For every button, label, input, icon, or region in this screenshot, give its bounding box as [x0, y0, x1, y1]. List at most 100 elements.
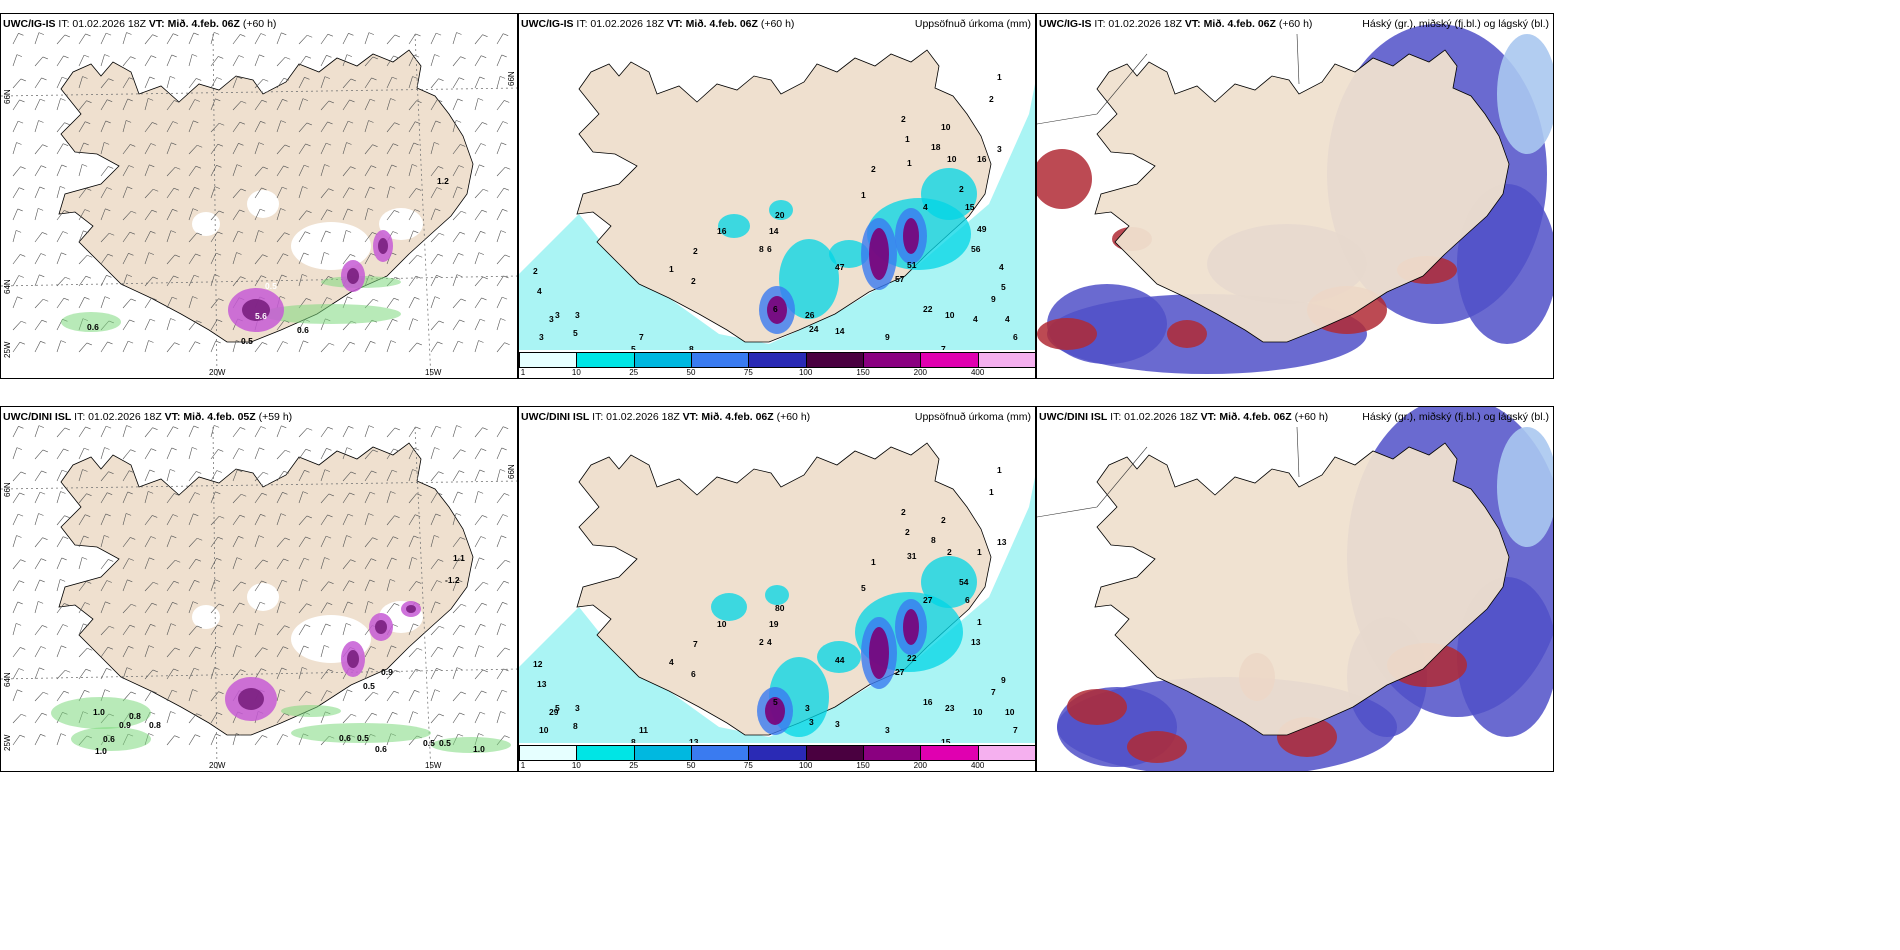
- wind-barb-flag: [19, 580, 25, 583]
- wind-barb: [12, 623, 17, 636]
- wind-barb-flag: [371, 470, 377, 474]
- wind-barb-flag: [392, 319, 398, 322]
- wind-barb: [276, 120, 282, 133]
- wind-barb: [408, 164, 413, 177]
- wind-barb-flag: [306, 691, 312, 694]
- wind-barb-flag: [239, 209, 245, 213]
- wind-barb-flag: [327, 602, 333, 605]
- wind-barb: [298, 186, 303, 199]
- wind-barb: [100, 535, 105, 548]
- wind-barb: [232, 581, 242, 592]
- wind-barb: [78, 142, 84, 155]
- wind-barb: [496, 580, 505, 592]
- wind-barb-flag: [413, 447, 420, 451]
- magenta-core: [347, 268, 359, 284]
- wind-barb: [12, 33, 19, 45]
- wind-barb-flag: [438, 166, 444, 169]
- wind-barb: [320, 164, 325, 177]
- panel-title: UWC/DINI ISL IT: 01.02.2026 18Z VT: Mið.…: [1039, 411, 1329, 423]
- wind-barb-flag: [152, 669, 158, 673]
- wind-barb-flag: [86, 100, 92, 103]
- wind-barb-flag: [175, 559, 181, 563]
- wind-barb: [408, 275, 417, 287]
- wind-barb-flag: [282, 492, 288, 495]
- wind-barb-flag: [129, 470, 135, 473]
- wind-barb-flag: [148, 733, 154, 736]
- wind-barb-flag: [108, 559, 114, 562]
- wind-barb: [210, 298, 219, 309]
- wind-barb-flag: [193, 274, 200, 278]
- wind-barb-flag: [301, 274, 308, 277]
- wind-barb: [276, 32, 282, 45]
- wind-barb-flag: [41, 165, 47, 168]
- wind-barb-flag: [61, 164, 67, 168]
- precip-value-label: 13: [997, 537, 1007, 547]
- wind-barb-flag: [127, 98, 133, 102]
- wind-barb: [364, 470, 372, 482]
- wind-barb-flag: [504, 493, 510, 496]
- wind-barb-flag: [38, 120, 44, 123]
- wind-barb: [364, 208, 369, 221]
- wind-barb-flag: [393, 55, 399, 59]
- wind-barb-flag: [39, 491, 46, 495]
- wind-barb-flag: [260, 514, 266, 517]
- wind-barb-flag: [148, 252, 155, 255]
- wind-barb-flag: [480, 143, 486, 146]
- wind-barb-flag: [395, 669, 401, 673]
- wind-barb-flag: [302, 98, 309, 101]
- wind-barb-flag: [18, 275, 24, 278]
- wind-barb-flag: [481, 690, 487, 694]
- wind-barb-flag: [303, 645, 309, 649]
- wind-barb-flag: [259, 208, 266, 212]
- wind-barb: [254, 472, 264, 482]
- green-shading: [51, 697, 151, 729]
- wind-barb-flag: [262, 342, 268, 345]
- wind-barb: [122, 624, 131, 636]
- wind-barb-flag: [17, 120, 24, 124]
- wind-barb: [364, 253, 372, 265]
- wind-barb: [364, 120, 369, 133]
- wind-barb: [254, 426, 262, 438]
- wind-barb: [386, 34, 396, 45]
- wind-barb: [386, 579, 391, 592]
- wind-barb-flag: [500, 711, 506, 714]
- wind-barb-flag: [437, 341, 443, 345]
- wind-barb-flag: [153, 581, 159, 585]
- wind-barb: [34, 625, 43, 636]
- wind-barb-flag: [415, 275, 421, 279]
- wind-panel-1: UWC/IG-IS IT: 01.02.2026 18Z VT: Mið. 4.…: [0, 13, 518, 379]
- wind-barb: [364, 601, 369, 614]
- wind-barb-flag: [368, 513, 374, 516]
- magenta-core: [406, 605, 416, 613]
- wind-barb: [78, 230, 84, 243]
- precip-area: [765, 585, 789, 605]
- wind-barb-flag: [347, 689, 353, 693]
- wind-barb-flag: [261, 275, 267, 278]
- wind-barb: [320, 230, 326, 243]
- wind-barb-flag: [258, 623, 264, 626]
- wind-barb: [386, 670, 396, 680]
- wind-barb-flag: [217, 712, 223, 715]
- wind-barb: [276, 689, 281, 702]
- wind-barb: [34, 537, 43, 548]
- precip-core: [869, 627, 889, 679]
- wind-barb: [320, 121, 328, 133]
- wind-barb: [34, 232, 43, 243]
- value-label: 0.8: [149, 720, 161, 730]
- wind-barb: [276, 558, 284, 570]
- precip-value-label: 9: [885, 332, 890, 342]
- precip-value-label: 2: [693, 246, 698, 256]
- wind-barb: [452, 340, 459, 353]
- wind-barb: [496, 426, 504, 438]
- wind-barb: [34, 601, 39, 614]
- wind-barb-flag: [173, 33, 179, 36]
- wind-barb-flag: [414, 690, 420, 693]
- wind-barb-flag: [106, 668, 112, 671]
- wind-barb-flag: [417, 647, 423, 651]
- wind-barb-flag: [433, 142, 440, 145]
- wind-barb: [144, 297, 152, 309]
- wind-barb: [364, 186, 370, 199]
- wind-barb: [188, 145, 198, 155]
- wind-barb: [474, 189, 484, 199]
- wind-barb-flag: [63, 690, 69, 694]
